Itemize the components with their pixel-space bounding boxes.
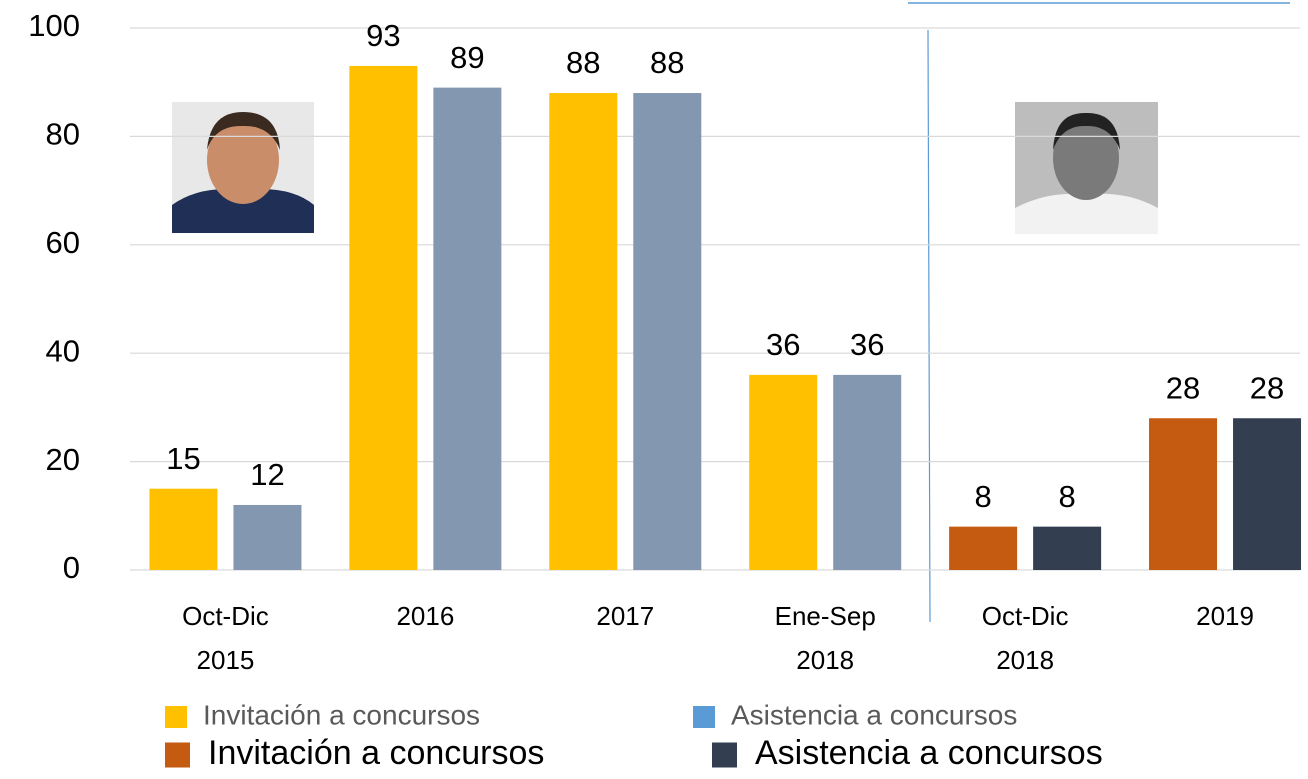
x-tick-label: 2017 bbox=[596, 601, 654, 631]
legend-label: Asistencia a concursos bbox=[731, 699, 1017, 730]
bar bbox=[749, 375, 817, 570]
y-tick-label: 100 bbox=[28, 8, 80, 43]
bar bbox=[549, 93, 617, 570]
y-tick-label: 0 bbox=[63, 550, 80, 585]
y-tick-label: 40 bbox=[46, 333, 80, 368]
legend-swatch bbox=[712, 743, 737, 768]
value-label: 8 bbox=[975, 479, 992, 514]
y-tick-label: 20 bbox=[46, 442, 80, 477]
value-label: 89 bbox=[450, 40, 484, 75]
bar bbox=[949, 527, 1017, 570]
bar bbox=[633, 93, 701, 570]
x-tick-label: 2016 bbox=[396, 601, 454, 631]
legend-label: Invitación a concursos bbox=[208, 734, 544, 772]
bar bbox=[833, 375, 901, 570]
bar bbox=[1233, 418, 1301, 570]
legend-swatch bbox=[693, 706, 715, 728]
period-divider bbox=[928, 30, 930, 622]
value-label: 8 bbox=[1059, 479, 1076, 514]
value-label: 15 bbox=[166, 441, 200, 476]
value-label: 28 bbox=[1166, 370, 1200, 405]
legend-swatch bbox=[165, 743, 190, 768]
value-label: 88 bbox=[650, 45, 684, 80]
y-tick-label: 80 bbox=[46, 117, 80, 152]
legend-label: Invitación a concursos bbox=[203, 699, 480, 730]
value-label: 28 bbox=[1250, 370, 1284, 405]
value-label: 93 bbox=[366, 18, 400, 53]
bar bbox=[233, 505, 301, 570]
chart: 0 20 40 60 80 100 Oct-Dic2015 2016 2017 Ene-Sep20… bbox=[0, 0, 1308, 779]
x-tick-label: 2019 bbox=[1196, 601, 1254, 631]
bar bbox=[1149, 418, 1217, 570]
photo-right bbox=[1015, 102, 1158, 234]
legend-swatch bbox=[165, 706, 187, 728]
value-label: 36 bbox=[850, 327, 884, 362]
bar bbox=[149, 489, 217, 570]
value-label: 36 bbox=[766, 327, 800, 362]
value-label: 12 bbox=[250, 457, 284, 492]
y-tick-label: 60 bbox=[46, 225, 80, 260]
legend-label: Asistencia a concursos bbox=[755, 734, 1103, 772]
bar bbox=[349, 66, 417, 570]
photo-left bbox=[172, 102, 314, 233]
bar bbox=[433, 88, 501, 570]
bar bbox=[1033, 527, 1101, 570]
value-label: 88 bbox=[566, 45, 600, 80]
